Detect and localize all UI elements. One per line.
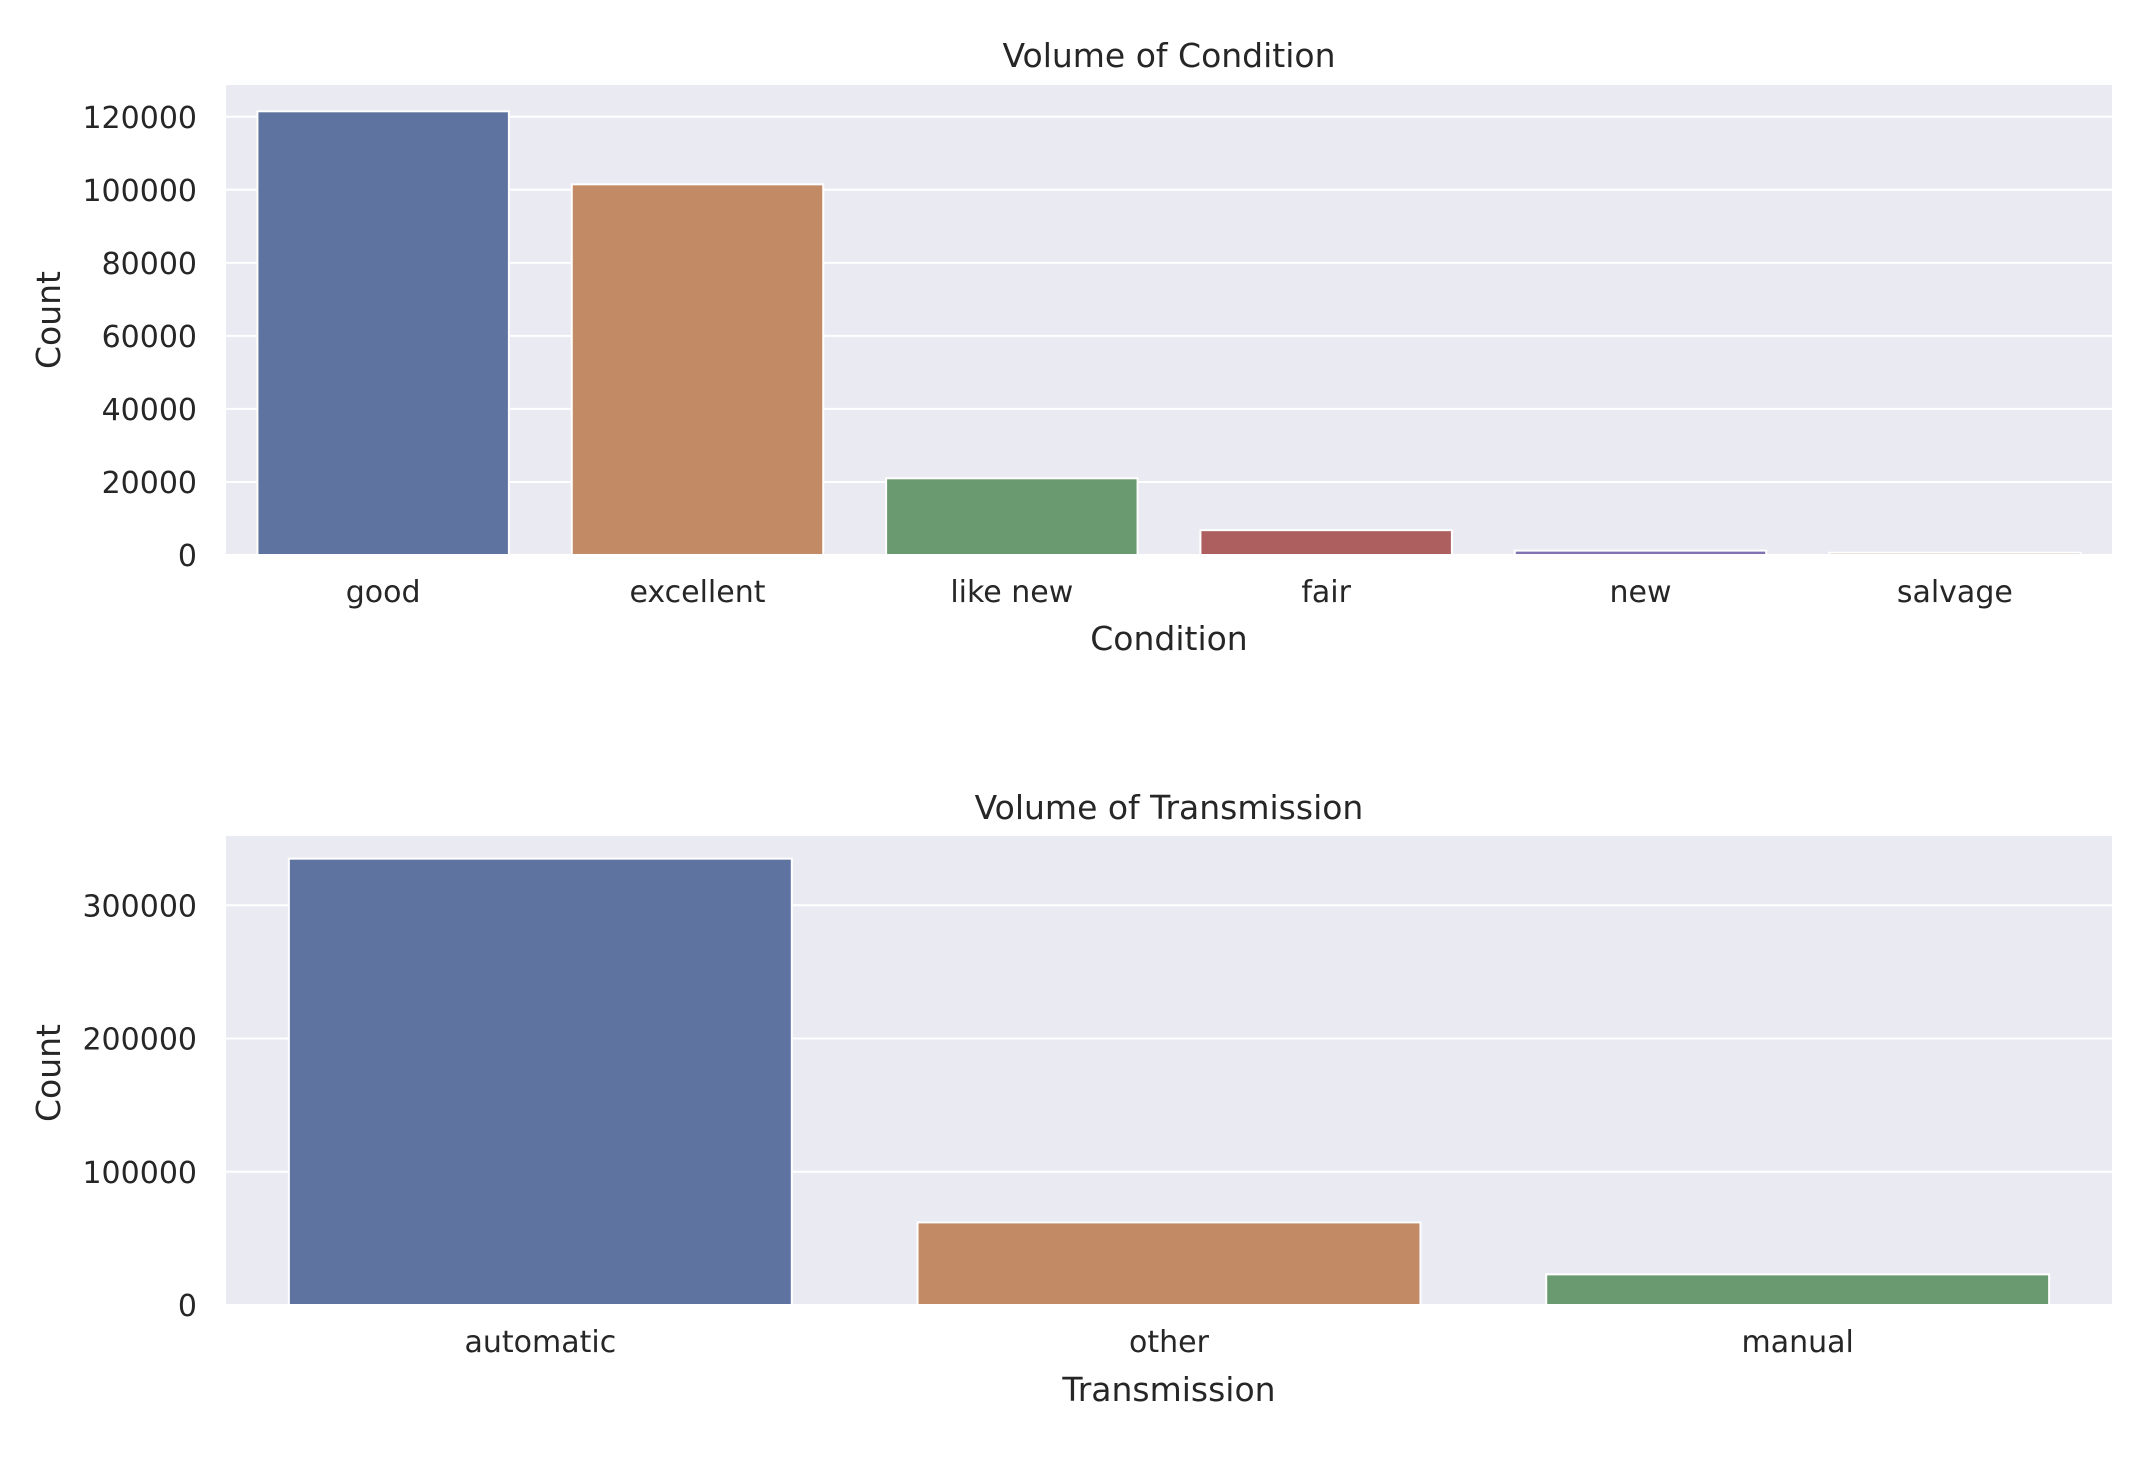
chart-title: Volume of Transmission xyxy=(975,788,1364,827)
x-tick-label: salvage xyxy=(1897,575,2013,610)
bar-automatic xyxy=(287,857,793,1306)
bar-new xyxy=(1513,549,1768,557)
x-tick-label: other xyxy=(1129,1325,1210,1360)
bar-fair xyxy=(1199,529,1453,556)
y-tick-label: 80000 xyxy=(102,247,197,282)
bar-salvage xyxy=(1828,551,2082,556)
chart-title: Volume of Condition xyxy=(1003,36,1336,75)
y-axis-label: Count xyxy=(29,271,68,369)
grid-lines xyxy=(226,115,2112,556)
bar-excellent xyxy=(570,183,825,556)
y-tick-label: 100000 xyxy=(82,1156,197,1191)
bars xyxy=(256,110,2082,557)
x-tick-label: fair xyxy=(1301,575,1351,610)
condition-chart: 0 20000 40000 60000 80000 100000 120000 good ex… xyxy=(29,36,2112,658)
y-axis-label: Count xyxy=(29,1024,68,1122)
x-tick-label: good xyxy=(346,575,421,610)
y-tick-labels: 0 20000 40000 60000 80000 100000 120000 xyxy=(82,101,197,574)
bar-other xyxy=(916,1221,1422,1307)
x-axis-label: Transmission xyxy=(1061,1370,1275,1409)
y-tick-label: 300000 xyxy=(82,889,197,924)
transmission-chart: 0 100000 200000 300000 automatic other manual… xyxy=(29,788,2112,1409)
x-tick-labels: good excellent like new fair new salvage xyxy=(346,575,2013,610)
y-tick-labels: 0 100000 200000 300000 xyxy=(82,889,197,1324)
y-tick-label: 100000 xyxy=(82,174,197,209)
x-tick-label: like new xyxy=(950,575,1073,610)
y-tick-label: 60000 xyxy=(102,320,197,355)
bar-manual xyxy=(1545,1273,2051,1306)
y-tick-label: 120000 xyxy=(82,101,197,136)
plot-area xyxy=(226,85,2112,555)
y-tick-label: 0 xyxy=(178,539,197,574)
x-tick-label: automatic xyxy=(464,1325,616,1360)
y-tick-label: 40000 xyxy=(102,393,197,428)
x-tick-label: manual xyxy=(1741,1325,1853,1360)
y-tick-label: 0 xyxy=(178,1289,197,1324)
bar-good xyxy=(256,110,510,557)
x-tick-labels: automatic other manual xyxy=(464,1325,1853,1360)
bars xyxy=(287,857,2051,1307)
x-tick-label: new xyxy=(1609,575,1671,610)
x-axis-label: Condition xyxy=(1090,619,1247,658)
bar-like-new xyxy=(885,477,1139,557)
y-tick-label: 20000 xyxy=(102,466,197,501)
x-tick-label: excellent xyxy=(629,575,765,610)
y-tick-label: 200000 xyxy=(82,1023,197,1058)
